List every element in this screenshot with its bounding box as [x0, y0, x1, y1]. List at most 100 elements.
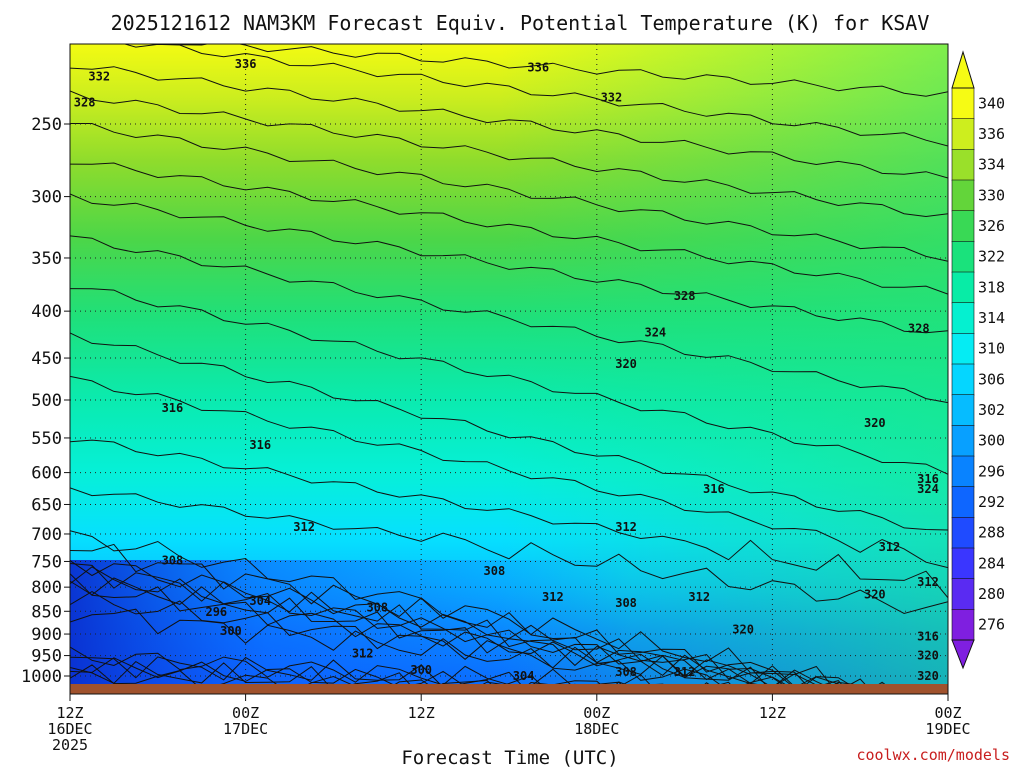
contour-line: [70, 573, 896, 694]
colorbar-swatch: [951, 425, 975, 457]
colorbar-swatch: [951, 179, 975, 212]
contour-line: [70, 375, 948, 569]
colorbar-swatch: [951, 547, 975, 580]
contour-label: 304: [249, 594, 271, 608]
y-tick-label: 950: [31, 647, 62, 667]
y-tick-label: 600: [31, 464, 62, 484]
contour-line: [70, 439, 948, 599]
colorbar-label: 330: [978, 186, 1005, 204]
contour-label: 320: [864, 588, 886, 602]
contour-label: 328: [674, 289, 696, 303]
y-tick-label: 650: [31, 495, 62, 515]
x-tick-label: 19DEC: [925, 720, 970, 738]
contour-line: [70, 530, 911, 694]
contour-label: 312: [674, 665, 696, 679]
contour-label: 312: [879, 540, 901, 554]
colorbar-min-arrow: [951, 639, 975, 670]
x-tick-label: 00Z: [232, 704, 259, 722]
colorbar-label: 296: [978, 462, 1005, 480]
x-tick-label: 12Z: [408, 704, 435, 722]
y-tick-label: 1000: [21, 667, 62, 687]
contour-label: 316: [703, 482, 725, 496]
x-tick-label: 18DEC: [574, 720, 619, 738]
colorbar-swatch: [951, 210, 975, 243]
contour-label: 328: [908, 322, 930, 336]
cold-boundary-layer: [70, 560, 630, 684]
contour-label: 320: [732, 623, 754, 637]
y-tick-label: 500: [31, 391, 62, 411]
y-tick-label: 750: [31, 552, 62, 572]
y-tick-label: 900: [31, 625, 62, 645]
colorbar-swatch: [951, 302, 975, 335]
contour-line: [70, 66, 948, 179]
contour-label: 332: [601, 91, 623, 105]
contour-label: 316: [917, 629, 939, 643]
colorbar-swatch: [951, 578, 975, 611]
colorbar-label: 292: [978, 493, 1005, 511]
colorbar-label: 288: [978, 524, 1005, 542]
contour-label: 300: [410, 663, 432, 677]
contour-label: 336: [527, 61, 549, 75]
credit-text: coolwx.com/models: [856, 746, 1010, 764]
y-tick-label: 550: [31, 429, 62, 449]
y-tick-label: 300: [31, 188, 62, 208]
colorbar-label: 334: [978, 156, 1005, 174]
y-tick-label: 800: [31, 578, 62, 598]
colorbar-swatch: [951, 609, 975, 641]
contour-label: 296: [205, 605, 227, 619]
contour-line: [123, 44, 948, 147]
y-tick-label: 450: [31, 349, 62, 369]
contour-line: [70, 560, 933, 694]
x-tick-label: 00Z: [934, 704, 961, 722]
contour-label: 312: [688, 590, 710, 604]
contour-label: 308: [366, 601, 388, 615]
contour-line: [70, 90, 948, 218]
colorbar-label: 326: [978, 217, 1005, 235]
colorbar-swatch: [951, 87, 975, 120]
plot-frame: [69, 43, 949, 695]
contour-label: 320: [917, 649, 939, 663]
x-tick-label: 12Z: [759, 704, 786, 722]
x-tick-label: 16DEC: [47, 720, 92, 738]
colorbar-swatch: [951, 333, 975, 365]
y-tick-label: 250: [31, 115, 62, 135]
colorbar-max-arrow: [951, 50, 975, 89]
contour-label: 336: [235, 57, 257, 71]
colorbar-swatch: [951, 363, 975, 396]
contour-label: 312: [917, 575, 939, 589]
contour-label: 316: [917, 472, 939, 486]
colorbar-label: 276: [978, 616, 1005, 634]
colorbar-label: 340: [978, 94, 1005, 112]
contour-label: 316: [249, 438, 271, 452]
colorbar-swatch: [951, 394, 975, 427]
ground-surface: [70, 684, 948, 694]
grid-lines: [70, 44, 948, 694]
contour-line: [70, 288, 948, 475]
contour-label: 324: [917, 482, 939, 496]
colorbar-label: 302: [978, 401, 1005, 419]
colorbar-label: 310: [978, 340, 1005, 358]
contour-line: [70, 162, 948, 295]
contour-label: 312: [293, 520, 315, 534]
contour-label: 304: [513, 669, 535, 683]
y-tick-label: 700: [31, 525, 62, 545]
x-tick-label: 00Z: [583, 704, 610, 722]
contour-label: 312: [352, 646, 374, 660]
contour-label: 308: [615, 596, 637, 610]
contour-line: [70, 332, 948, 531]
contour-line: [70, 193, 948, 334]
contour-label: 308: [615, 665, 637, 679]
contour-line: [70, 235, 948, 404]
colorbar-swatch: [951, 486, 975, 519]
contour-label: 308: [484, 564, 506, 578]
colorbar-label: 284: [978, 554, 1005, 572]
colorbar-label: 300: [978, 432, 1005, 450]
contour-label: 312: [615, 520, 637, 534]
contour-label: 324: [644, 325, 666, 339]
colorbar-label: 306: [978, 370, 1005, 388]
x-axis-title: Forecast Time (UTC): [401, 747, 618, 768]
x-tick-label: 17DEC: [223, 720, 268, 738]
colorbar-swatch: [951, 241, 975, 273]
